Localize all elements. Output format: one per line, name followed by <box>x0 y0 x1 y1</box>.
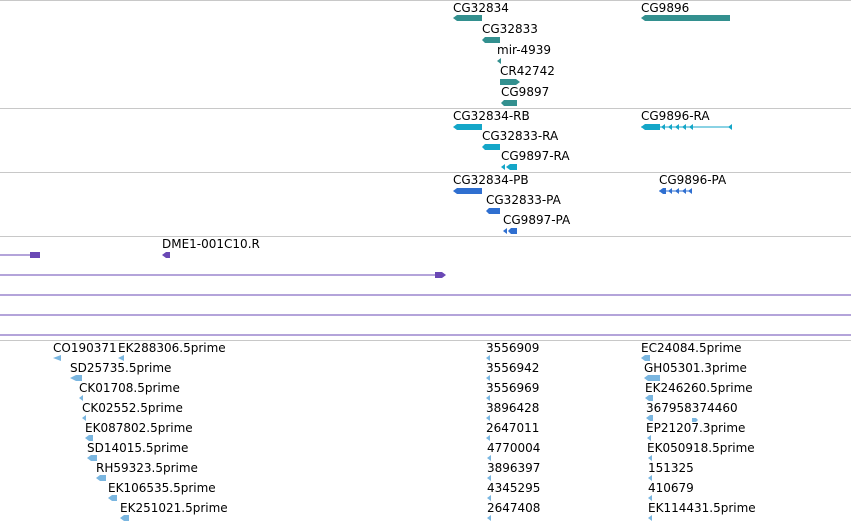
est-label: 4345295 <box>487 481 541 495</box>
protein-label: CG32834-PB <box>453 173 529 187</box>
gene-glyph-cg9896[interactable] <box>641 15 730 21</box>
est-label: EK288306.5prime <box>118 341 226 355</box>
feature-glyph-dme1-001c10-r[interactable] <box>162 252 170 258</box>
transcript-label: CG32833-RA <box>482 129 559 143</box>
est-glyph[interactable] <box>487 515 491 521</box>
est-label: EK087802.5prime <box>85 421 193 435</box>
est-glyph[interactable] <box>646 415 653 421</box>
est-label: EK114431.5prime <box>648 501 756 515</box>
est-glyph[interactable] <box>486 435 490 441</box>
est-label: EK106535.5prime <box>108 481 216 495</box>
est-glyph[interactable] <box>79 395 83 401</box>
protein-glyph-cg32833-pa[interactable] <box>486 208 500 214</box>
feature-label: DME1-001C10.R <box>162 237 260 251</box>
gene-glyph-cr42742[interactable] <box>500 79 520 85</box>
protein-label: CG32833-PA <box>486 193 561 207</box>
gene-label: CG9897 <box>501 85 550 99</box>
est-label: CK01708.5prime <box>79 381 180 395</box>
feature-glyph[interactable] <box>30 252 40 258</box>
est-label: EC24084.5prime <box>641 341 742 355</box>
gene-glyph-cg32833[interactable] <box>482 37 500 43</box>
est-glyph[interactable] <box>648 515 652 521</box>
est-glyph[interactable] <box>487 495 491 501</box>
track-divider <box>0 0 851 1</box>
protein-glyph-cg32834-pb[interactable] <box>453 188 482 194</box>
est-glyph[interactable] <box>641 355 650 361</box>
est-glyph[interactable] <box>648 495 652 501</box>
est-glyph[interactable] <box>486 355 490 361</box>
track-divider <box>0 340 851 341</box>
track-divider <box>0 236 851 237</box>
est-label: 4770004 <box>487 441 541 455</box>
est-label: EK050918.5prime <box>647 441 755 455</box>
gene-label: CG32834 <box>453 1 509 15</box>
transcript-label: CG32834-RB <box>453 109 530 123</box>
est-label: EK246260.5prime <box>645 381 753 395</box>
est-glyph[interactable] <box>645 395 653 401</box>
est-label: SD14015.5prime <box>87 441 189 455</box>
gene-glyph-cg9897[interactable] <box>501 100 517 106</box>
est-label: CK02552.5prime <box>82 401 183 415</box>
est-label: 3556969 <box>486 381 540 395</box>
transcript-glyph-cg32833-ra[interactable] <box>482 144 500 150</box>
gene-label: CR42742 <box>500 64 555 78</box>
est-glyph[interactable] <box>486 395 490 401</box>
transcript-label: CG9896-RA <box>641 109 710 123</box>
est-label: 367958374460 <box>646 401 738 415</box>
est-label: 3896397 <box>487 461 541 475</box>
est-glyph[interactable] <box>82 415 86 421</box>
protein-label: CG9896-PA <box>659 173 727 187</box>
est-glyph[interactable] <box>486 375 490 381</box>
gene-label: CG9896 <box>641 1 690 15</box>
est-label: CO190371 <box>53 341 117 355</box>
track-divider <box>0 172 851 173</box>
gene-label: CG32833 <box>482 22 538 36</box>
est-label: SD25735.5prime <box>70 361 172 375</box>
est-glyph[interactable] <box>120 515 129 521</box>
est-glyph[interactable] <box>53 355 61 361</box>
gene-label: mir-4939 <box>497 43 552 57</box>
est-glyph[interactable] <box>486 415 490 421</box>
transcript-glyph-cg9897-ra[interactable] <box>501 164 517 170</box>
est-glyph[interactable] <box>108 495 117 501</box>
est-label: 410679 <box>648 481 694 495</box>
est-glyph[interactable] <box>70 375 82 381</box>
est-glyph[interactable] <box>96 475 106 481</box>
est-glyph[interactable] <box>487 455 491 461</box>
est-label: GH05301.3prime <box>644 361 747 375</box>
est-label: 2647011 <box>486 421 540 435</box>
est-label: RH59323.5prime <box>96 461 198 475</box>
est-label: EK251021.5prime <box>120 501 228 515</box>
est-glyph[interactable] <box>87 455 97 461</box>
est-label: 151325 <box>648 461 694 475</box>
protein-glyph-cg9897-pa[interactable] <box>503 228 517 234</box>
protein-label: CG9897-PA <box>503 213 571 227</box>
est-label: 3556942 <box>486 361 540 375</box>
est-label: 3896428 <box>486 401 540 415</box>
est-glyph[interactable] <box>118 355 124 361</box>
gene-glyph-mir4939[interactable] <box>497 58 501 64</box>
transcript-label: CG9897-RA <box>501 149 570 163</box>
est-glyph[interactable] <box>644 375 660 381</box>
est-glyph[interactable] <box>648 475 652 481</box>
est-label: EP21207.3prime <box>646 421 746 435</box>
est-label: 3556909 <box>486 341 540 355</box>
est-glyph[interactable] <box>85 435 93 441</box>
est-glyph[interactable] <box>648 455 652 461</box>
est-glyph[interactable] <box>692 418 698 422</box>
est-glyph[interactable] <box>487 475 491 481</box>
transcript-glyph-cg9896-ra[interactable] <box>641 124 732 130</box>
gene-glyph-cg32834[interactable] <box>453 15 482 21</box>
feature-glyph[interactable] <box>435 272 446 278</box>
transcript-glyph-cg32834-rb[interactable] <box>453 124 482 130</box>
protein-glyph-cg9896-pa[interactable] <box>659 188 692 194</box>
est-glyph[interactable] <box>647 435 651 441</box>
est-label: 2647408 <box>487 501 541 515</box>
track-divider <box>0 108 851 109</box>
